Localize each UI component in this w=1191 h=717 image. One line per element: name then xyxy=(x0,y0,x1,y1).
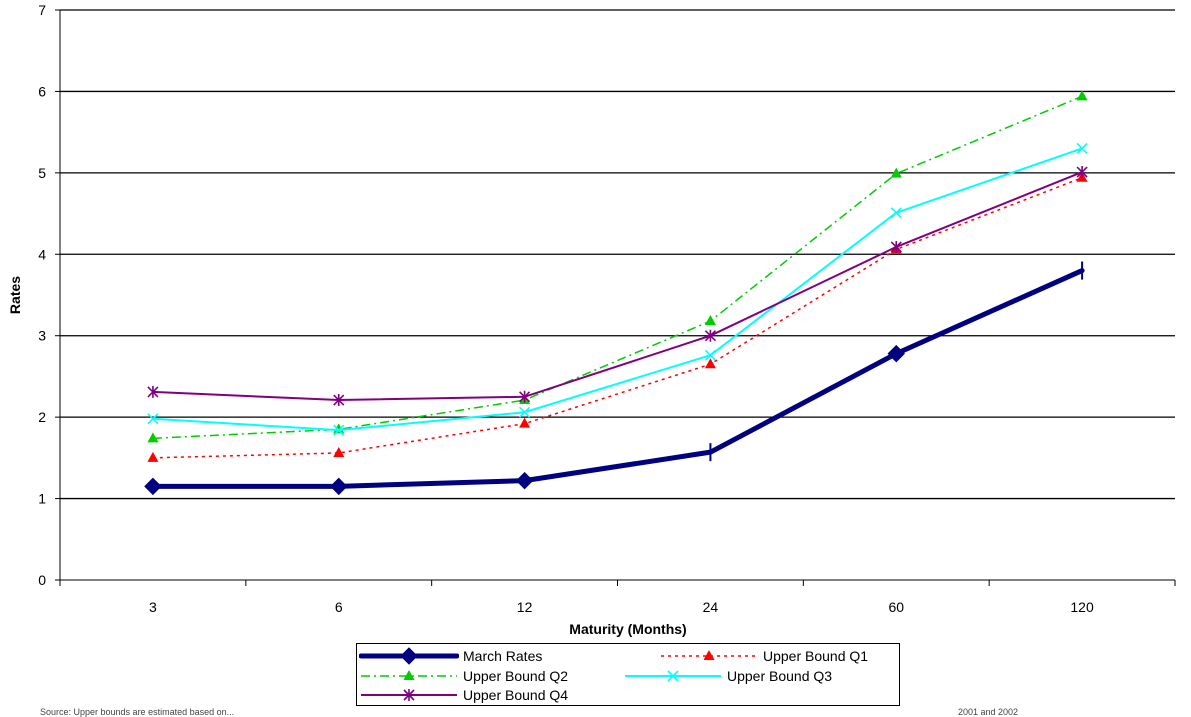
legend-label-upper-bound-q4: Upper Bound Q4 xyxy=(463,687,569,703)
gridlines xyxy=(60,9,1175,500)
legend-swatch-upper-bound-q4 xyxy=(361,689,457,701)
y-tick-label-6: 6 xyxy=(38,83,46,99)
legend-item-upper-bound-q3: Upper Bound Q3 xyxy=(623,666,832,686)
y-tick-label-1: 1 xyxy=(38,491,46,507)
series-line-upper-bound-q4 xyxy=(152,171,1083,402)
point-upper-bound-q1-12 xyxy=(519,417,531,428)
legend-marker-march-rates xyxy=(400,647,418,665)
point-upper-bound-q1-6 xyxy=(333,446,345,457)
series-line-march-rates xyxy=(150,268,1085,489)
x-tick-label-3: 3 xyxy=(149,599,157,615)
point-upper-bound-q4-6 xyxy=(333,394,345,407)
legend: March Rates Upper Bound Q1 Upper Bound Q… xyxy=(356,643,900,706)
x-tick-label-12: 12 xyxy=(517,599,533,615)
point-upper-bound-q4-60 xyxy=(890,240,902,253)
series-line-upper-bound-q3 xyxy=(152,147,1083,432)
footnote-right: 2001 and 2002 xyxy=(958,707,1019,717)
legend-label-upper-bound-q1: Upper Bound Q1 xyxy=(763,648,869,664)
series-layer xyxy=(144,90,1088,496)
x-tick-label-120: 120 xyxy=(1070,599,1094,615)
y-tick-label-7: 7 xyxy=(38,2,46,18)
legend-item-upper-bound-q2: Upper Bound Q2 xyxy=(359,666,568,686)
point-upper-bound-q4-12 xyxy=(519,390,531,403)
point-upper-bound-q3-3 xyxy=(147,413,159,425)
point-upper-bound-q2-3 xyxy=(147,432,159,443)
point-upper-bound-q3-24 xyxy=(704,349,716,361)
legend-marker-upper-bound-q3 xyxy=(667,670,679,682)
legend-swatch-upper-bound-q2 xyxy=(361,670,457,680)
point-upper-bound-q2-120 xyxy=(1076,90,1088,101)
legend-label-march-rates: March Rates xyxy=(463,648,543,664)
point-march-rates-6 xyxy=(330,477,348,496)
legend-item-upper-bound-q1: Upper Bound Q1 xyxy=(659,646,868,666)
point-upper-bound-q1-3 xyxy=(147,451,159,462)
legend-label-upper-bound-q2: Upper Bound Q2 xyxy=(463,668,569,684)
point-upper-bound-q1-24 xyxy=(704,358,716,369)
x-tick-label-6: 6 xyxy=(335,599,343,615)
legend-swatch-march-rates xyxy=(359,647,459,665)
point-upper-bound-q4-24 xyxy=(704,329,716,342)
y-tick-label-5: 5 xyxy=(38,165,46,181)
legend-marker-upper-bound-q2 xyxy=(403,670,415,680)
point-upper-bound-q4-120 xyxy=(1076,166,1088,179)
point-march-rates-60 xyxy=(887,344,905,363)
x-tick-label-60: 60 xyxy=(888,599,904,615)
point-upper-bound-q4-3 xyxy=(147,385,159,398)
legend-marker-upper-bound-q4 xyxy=(403,689,415,701)
x-tick-label-24: 24 xyxy=(703,599,719,615)
axes xyxy=(55,9,1176,586)
legend-swatch-upper-bound-q3 xyxy=(625,670,721,682)
legend-swatch-upper-bound-q1 xyxy=(661,650,757,660)
x-axis-title: Maturity (Months) xyxy=(569,621,686,637)
series-line-upper-bound-q2 xyxy=(152,95,1083,440)
y-tick-label-3: 3 xyxy=(38,328,46,344)
footnote-left: Source: Upper bounds are estimated based… xyxy=(40,707,235,717)
point-upper-bound-q2-60 xyxy=(890,167,902,178)
y-tick-label-0: 0 xyxy=(38,572,46,588)
legend-item-upper-bound-q4: Upper Bound Q4 xyxy=(359,685,568,705)
legend-item-march-rates: March Rates xyxy=(359,646,542,666)
legend-label-upper-bound-q3: Upper Bound Q3 xyxy=(727,668,833,684)
point-upper-bound-q3-6 xyxy=(333,424,345,436)
point-upper-bound-q3-12 xyxy=(519,406,531,418)
point-upper-bound-q3-120 xyxy=(1076,142,1088,154)
legend-marker-upper-bound-q1 xyxy=(703,650,715,660)
point-upper-bound-q3-60 xyxy=(890,207,902,219)
y-tick-label-4: 4 xyxy=(38,246,46,262)
point-march-rates-3 xyxy=(144,477,162,496)
point-march-rates-12 xyxy=(515,471,534,490)
point-upper-bound-q2-24 xyxy=(704,315,716,326)
y-axis-title: Rates xyxy=(7,276,23,314)
series-line-upper-bound-q1 xyxy=(152,177,1083,459)
y-tick-label-2: 2 xyxy=(38,409,46,425)
